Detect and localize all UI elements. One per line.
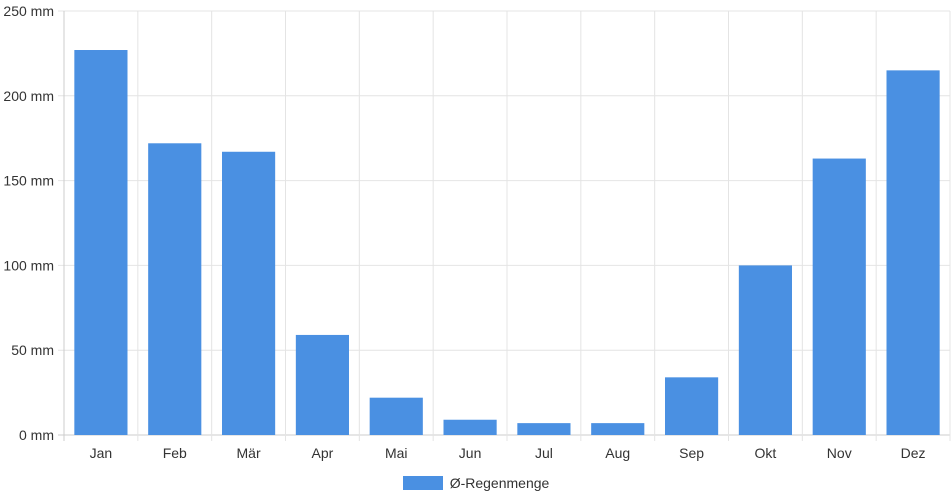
bar-Mär xyxy=(222,151,276,435)
chart-plot: 0 mm 50 mm 100 mm 150 mm 200 mm 250 mm Jan Feb M… xyxy=(3,3,951,461)
x-tick-label: Mai xyxy=(385,445,408,461)
x-tick-label: Mär xyxy=(237,445,261,461)
x-tick-label: Jan xyxy=(90,445,113,461)
legend: Ø-Regenmenge xyxy=(0,472,952,494)
bar-Sep xyxy=(665,377,719,435)
bar-Nov xyxy=(812,158,866,435)
bar-Jul xyxy=(517,423,571,435)
y-tick-label: 100 mm xyxy=(3,257,54,273)
bar-Feb xyxy=(148,143,202,435)
bar-Jun xyxy=(443,419,497,435)
bar-Dez xyxy=(886,70,940,436)
x-tick-label: Jun xyxy=(459,445,482,461)
x-tick-label: Aug xyxy=(605,445,630,461)
x-tick-label: Feb xyxy=(163,445,187,461)
bar-Mai xyxy=(369,397,423,435)
bar-Apr xyxy=(295,334,349,435)
y-tick-label: 200 mm xyxy=(3,88,54,104)
axes: 0 mm 50 mm 100 mm 150 mm 200 mm 250 mm Jan Feb M… xyxy=(3,3,925,461)
legend-swatch xyxy=(402,476,443,490)
x-tick-label: Jul xyxy=(535,445,553,461)
x-tick-label: Okt xyxy=(755,445,777,461)
legend-label: Ø-Regenmenge xyxy=(449,475,550,491)
x-tick-label: Apr xyxy=(312,445,334,461)
legend-item[interactable]: Ø-Regenmenge xyxy=(402,475,550,491)
bar-Okt xyxy=(738,265,792,435)
bars xyxy=(74,50,940,436)
y-tick-label: 150 mm xyxy=(3,173,54,189)
grid-lines xyxy=(58,10,951,441)
x-tick-label: Sep xyxy=(679,445,704,461)
x-tick-label: Dez xyxy=(901,445,926,461)
y-tick-label: 50 mm xyxy=(11,342,54,358)
bar-Aug xyxy=(591,423,645,435)
x-tick-label: Nov xyxy=(827,445,852,461)
bar-Jan xyxy=(74,50,128,436)
y-tick-label: 250 mm xyxy=(3,3,54,19)
y-tick-label: 0 mm xyxy=(19,427,54,443)
